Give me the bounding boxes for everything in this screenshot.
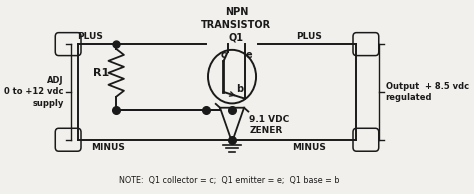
Text: R1: R1 (92, 68, 109, 78)
Text: PLUS: PLUS (296, 32, 322, 41)
Text: NPN
TRANSISTOR
Q1: NPN TRANSISTOR Q1 (201, 7, 272, 42)
Text: b: b (237, 84, 244, 94)
Text: c: c (220, 50, 226, 60)
Text: MINUS: MINUS (91, 143, 125, 152)
FancyBboxPatch shape (55, 33, 81, 56)
Text: 9.1 VDC
ZENER: 9.1 VDC ZENER (249, 115, 290, 135)
Text: PLUS: PLUS (78, 32, 103, 41)
Text: Output  + 8.5 vdc
regulated: Output + 8.5 vdc regulated (386, 81, 469, 102)
FancyBboxPatch shape (353, 128, 379, 151)
Polygon shape (220, 108, 244, 142)
Text: ADJ
0 to +12 vdc
supply: ADJ 0 to +12 vdc supply (4, 76, 64, 108)
FancyBboxPatch shape (353, 33, 379, 56)
FancyBboxPatch shape (55, 128, 81, 151)
Text: e: e (246, 50, 253, 60)
Text: MINUS: MINUS (292, 143, 326, 152)
Text: NOTE:  Q1 collector = c;  Q1 emitter = e;  Q1 base = b: NOTE: Q1 collector = c; Q1 emitter = e; … (119, 176, 340, 185)
